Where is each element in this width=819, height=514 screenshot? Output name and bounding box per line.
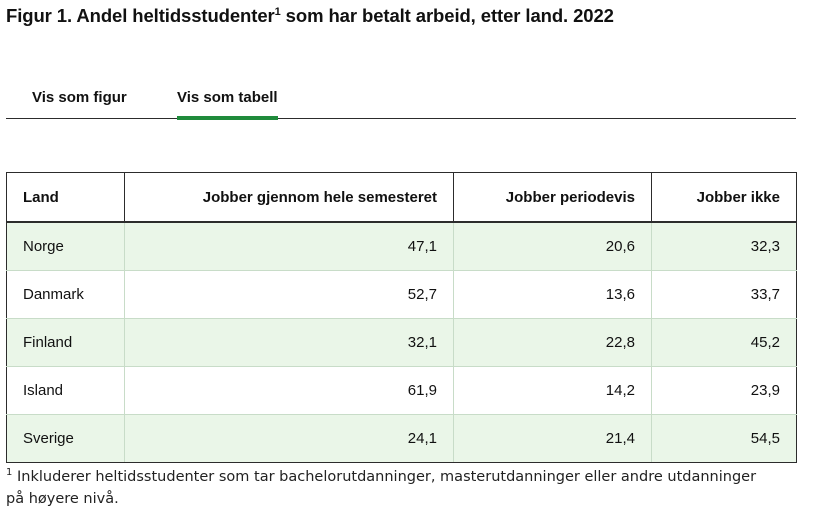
table-row: Finland 32,1 22,8 45,2: [6, 318, 797, 367]
cell-land: Danmark: [6, 270, 125, 319]
table-row: Sverige 24,1 21,4 54,5: [6, 414, 797, 463]
column-header-hele-semesteret: Jobber gjennom hele semesteret: [124, 172, 454, 223]
cell-periodevis: 13,6: [453, 270, 652, 319]
table-row: Island 61,9 14,2 23,9: [6, 366, 797, 415]
cell-land: Sverige: [6, 414, 125, 463]
cell-periodevis: 20,6: [453, 221, 652, 271]
cell-ikke: 45,2: [651, 318, 797, 367]
cell-hele-semesteret: 47,1: [124, 221, 454, 271]
cell-ikke: 54,5: [651, 414, 797, 463]
view-tabs: Vis som figur Vis som tabell: [6, 88, 796, 120]
footnote-marker: 1: [6, 467, 13, 478]
table-row: Norge 47,1 20,6 32,3: [6, 221, 797, 271]
cell-periodevis: 14,2: [453, 366, 652, 415]
cell-hele-semesteret: 24,1: [124, 414, 454, 463]
header-row: Land Jobber gjennom hele semesteret Jobb…: [6, 172, 797, 223]
cell-ikke: 32,3: [651, 221, 797, 271]
cell-periodevis: 22,8: [453, 318, 652, 367]
column-header-ikke: Jobber ikke: [651, 172, 797, 223]
tab-show-as-table[interactable]: Vis som tabell: [177, 88, 278, 120]
title-footnote-marker: 1: [274, 6, 281, 18]
figure-title-suffix: som har betalt arbeid, etter land. 2022: [280, 5, 614, 26]
footnote: 1 Inkluderer heltidsstudenter som tar ba…: [6, 466, 766, 510]
cell-land: Finland: [6, 318, 125, 367]
figure-title: Figur 1. Andel heltidsstudenter1 som har…: [6, 5, 806, 27]
cell-periodevis: 21,4: [453, 414, 652, 463]
cell-ikke: 33,7: [651, 270, 797, 319]
table-row: Danmark 52,7 13,6 33,7: [6, 270, 797, 319]
column-header-land: Land: [6, 172, 125, 223]
cell-hele-semesteret: 32,1: [124, 318, 454, 367]
footnote-text: Inkluderer heltidsstudenter som tar bach…: [6, 469, 757, 507]
cell-ikke: 23,9: [651, 366, 797, 415]
cell-land: Island: [6, 366, 125, 415]
table-header: Land Jobber gjennom hele semesteret Jobb…: [6, 172, 797, 223]
column-header-periodevis: Jobber periodevis: [453, 172, 652, 223]
cell-hele-semesteret: 61,9: [124, 366, 454, 415]
tab-show-as-figure[interactable]: Vis som figur: [32, 89, 127, 106]
cell-hele-semesteret: 52,7: [124, 270, 454, 319]
table-body: Norge 47,1 20,6 32,3 Danmark 52,7 13,6 3…: [6, 221, 797, 463]
figure-title-text: Figur 1. Andel heltidsstudenter: [6, 5, 275, 26]
cell-land: Norge: [6, 221, 125, 271]
data-table: Land Jobber gjennom hele semesteret Jobb…: [6, 172, 797, 463]
